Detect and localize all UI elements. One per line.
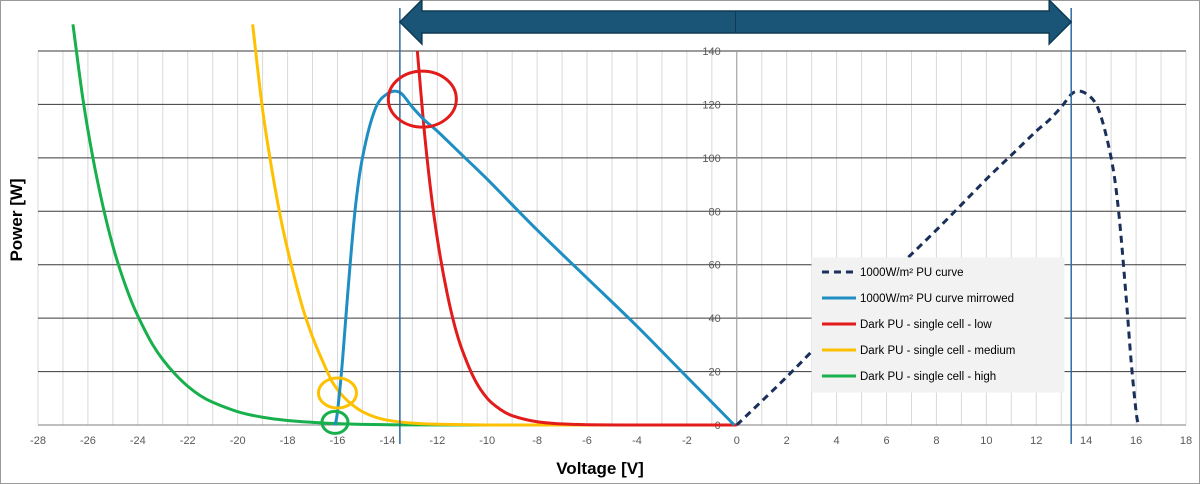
x-tick-label: -22 <box>180 435 196 447</box>
series-line-2 <box>333 89 736 427</box>
x-tick-label: -10 <box>479 435 495 447</box>
x-tick-label: -28 <box>30 435 46 447</box>
x-tick-label: -14 <box>379 435 395 447</box>
x-tick-label: 14 <box>1080 435 1092 447</box>
x-tick-label: -4 <box>632 435 642 447</box>
legend-label: Dark PU - single cell - medium <box>860 345 1015 357</box>
series-line-4 <box>251 24 737 427</box>
highlight-circle <box>386 69 458 129</box>
x-tick-label: -8 <box>532 435 542 447</box>
x-tick-label: 6 <box>883 435 889 447</box>
x-tick-label: 8 <box>933 435 939 447</box>
horizontal-gridlines <box>38 50 1186 426</box>
x-tick-label: -20 <box>230 435 246 447</box>
vertical-gridlines <box>37 51 1187 425</box>
x-axis-ticks: -28 -26 -24 -22 -20 -18 -16 -14 -12 -10 -8 -6 -4 -2 0 2… <box>30 435 1192 447</box>
x-tick-label: 4 <box>834 435 840 447</box>
legend-label: 1000W/m² PU curve mirrowed <box>860 293 1014 305</box>
y-tick-label: 40 <box>709 313 721 325</box>
highlight-circle <box>320 409 350 435</box>
highlight-circle <box>316 376 358 410</box>
x-tick-label: 2 <box>784 435 790 447</box>
x-tick-label: -18 <box>280 435 296 447</box>
y-tick-label: 140 <box>702 46 720 58</box>
y-tick-label: 80 <box>709 206 721 218</box>
x-tick-label: -24 <box>130 435 146 447</box>
x-tick-label: 0 <box>734 435 740 447</box>
y-tick-label: 100 <box>702 153 720 165</box>
x-tick-label: 16 <box>1130 435 1142 447</box>
annotation-layer <box>316 0 1073 444</box>
legend-label: Dark PU - single cell - low <box>860 319 992 331</box>
y-tick-label: 60 <box>709 260 721 272</box>
y-tick-label: 120 <box>702 99 720 111</box>
series-line-3 <box>415 50 737 427</box>
legend: 1000W/m² PU curve 1000W/m² PU curve mirro… <box>811 257 1065 393</box>
x-tick-label: -26 <box>80 435 96 447</box>
x-tick-label: 12 <box>1030 435 1042 447</box>
legend-label: 1000W/m² PU curve <box>860 267 964 279</box>
x-tick-label: -12 <box>429 435 445 447</box>
y-tick-label: 20 <box>709 367 721 379</box>
y-axis-title: Power [W] <box>7 178 26 261</box>
x-axis-title: Voltage [V] <box>556 459 644 478</box>
x-tick-label: -2 <box>682 435 692 447</box>
x-tick-label: -16 <box>330 435 346 447</box>
legend-label: Dark PU - single cell - high <box>860 371 996 383</box>
x-tick-label: 10 <box>980 435 992 447</box>
x-tick-label: -6 <box>582 435 592 447</box>
x-tick-label: 18 <box>1180 435 1192 447</box>
